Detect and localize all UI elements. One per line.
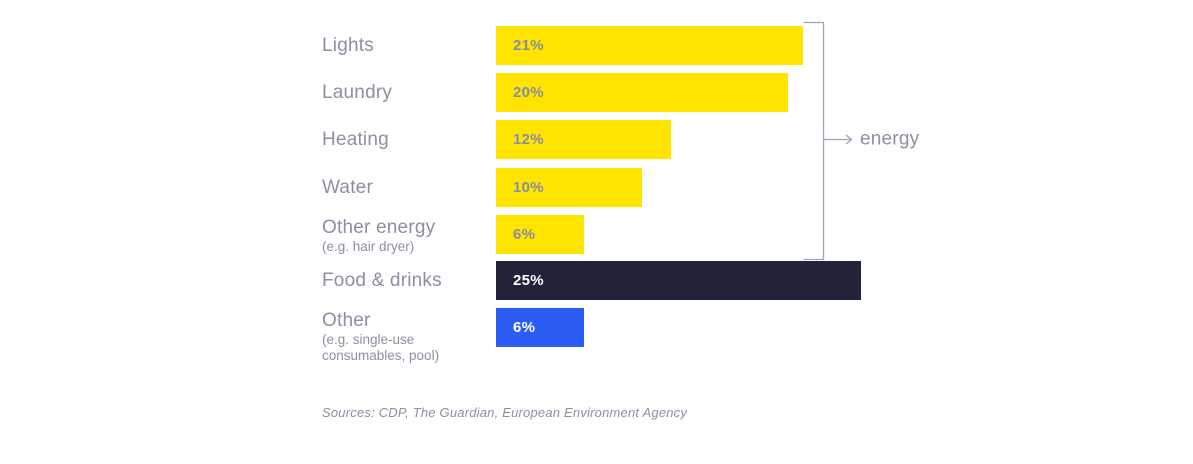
bar-value-label: 6% [513, 319, 536, 336]
bar-water: 10% [496, 168, 642, 207]
bar-value-label: 20% [513, 84, 544, 101]
bar-value-label: 6% [513, 226, 536, 243]
bar-value-label: 25% [513, 272, 544, 289]
category-sublabel: (e.g. single-use consumables, pool) [322, 332, 440, 363]
category-label-group: Water [322, 168, 492, 207]
category-label: Water [322, 177, 373, 198]
bar-heating: 12% [496, 120, 671, 159]
category-label: Other [322, 310, 371, 331]
category-label-group: Food & drinks [322, 261, 492, 300]
bar-value-label: 21% [513, 37, 544, 54]
bar-laundry: 20% [496, 73, 788, 112]
chart-row-heating: Heating 12% [322, 120, 1182, 159]
category-label: Laundry [322, 82, 393, 103]
bar-other-energy: 6% [496, 215, 584, 254]
energy-group-label: energy [860, 128, 920, 150]
arrow-head-icon [845, 134, 853, 145]
bar-other: 6% [496, 308, 584, 347]
category-label-group: Other energy (e.g. hair dryer) [322, 215, 492, 255]
category-label-group: Other (e.g. single-use consumables, pool… [322, 308, 492, 364]
bar-lights: 21% [496, 26, 803, 65]
bar-value-label: 12% [513, 131, 544, 148]
category-label-group: Heating [322, 120, 492, 159]
category-label-group: Laundry [322, 73, 492, 112]
category-label: Heating [322, 129, 389, 150]
source-note: Sources: CDP, The Guardian, European Env… [322, 405, 688, 420]
chart-row-water: Water 10% [322, 168, 1182, 207]
category-label-group: Lights [322, 26, 492, 65]
chart-row-other-energy: Other energy (e.g. hair dryer) 6% [322, 215, 1182, 254]
chart-row-food-drinks: Food & drinks 25% [322, 261, 1182, 300]
category-label: Lights [322, 35, 374, 56]
category-sublabel: (e.g. hair dryer) [322, 239, 415, 254]
category-label: Food & drinks [322, 270, 442, 291]
chart-row-lights: Lights 21% [322, 26, 1182, 65]
chart-row-laundry: Laundry 20% [322, 73, 1182, 112]
bar-value-label: 10% [513, 179, 544, 196]
bar-food-drinks: 25% [496, 261, 861, 300]
energy-group-bracket [803, 21, 853, 261]
category-label: Other energy [322, 217, 436, 238]
chart-row-other: Other (e.g. single-use consumables, pool… [322, 308, 1182, 363]
